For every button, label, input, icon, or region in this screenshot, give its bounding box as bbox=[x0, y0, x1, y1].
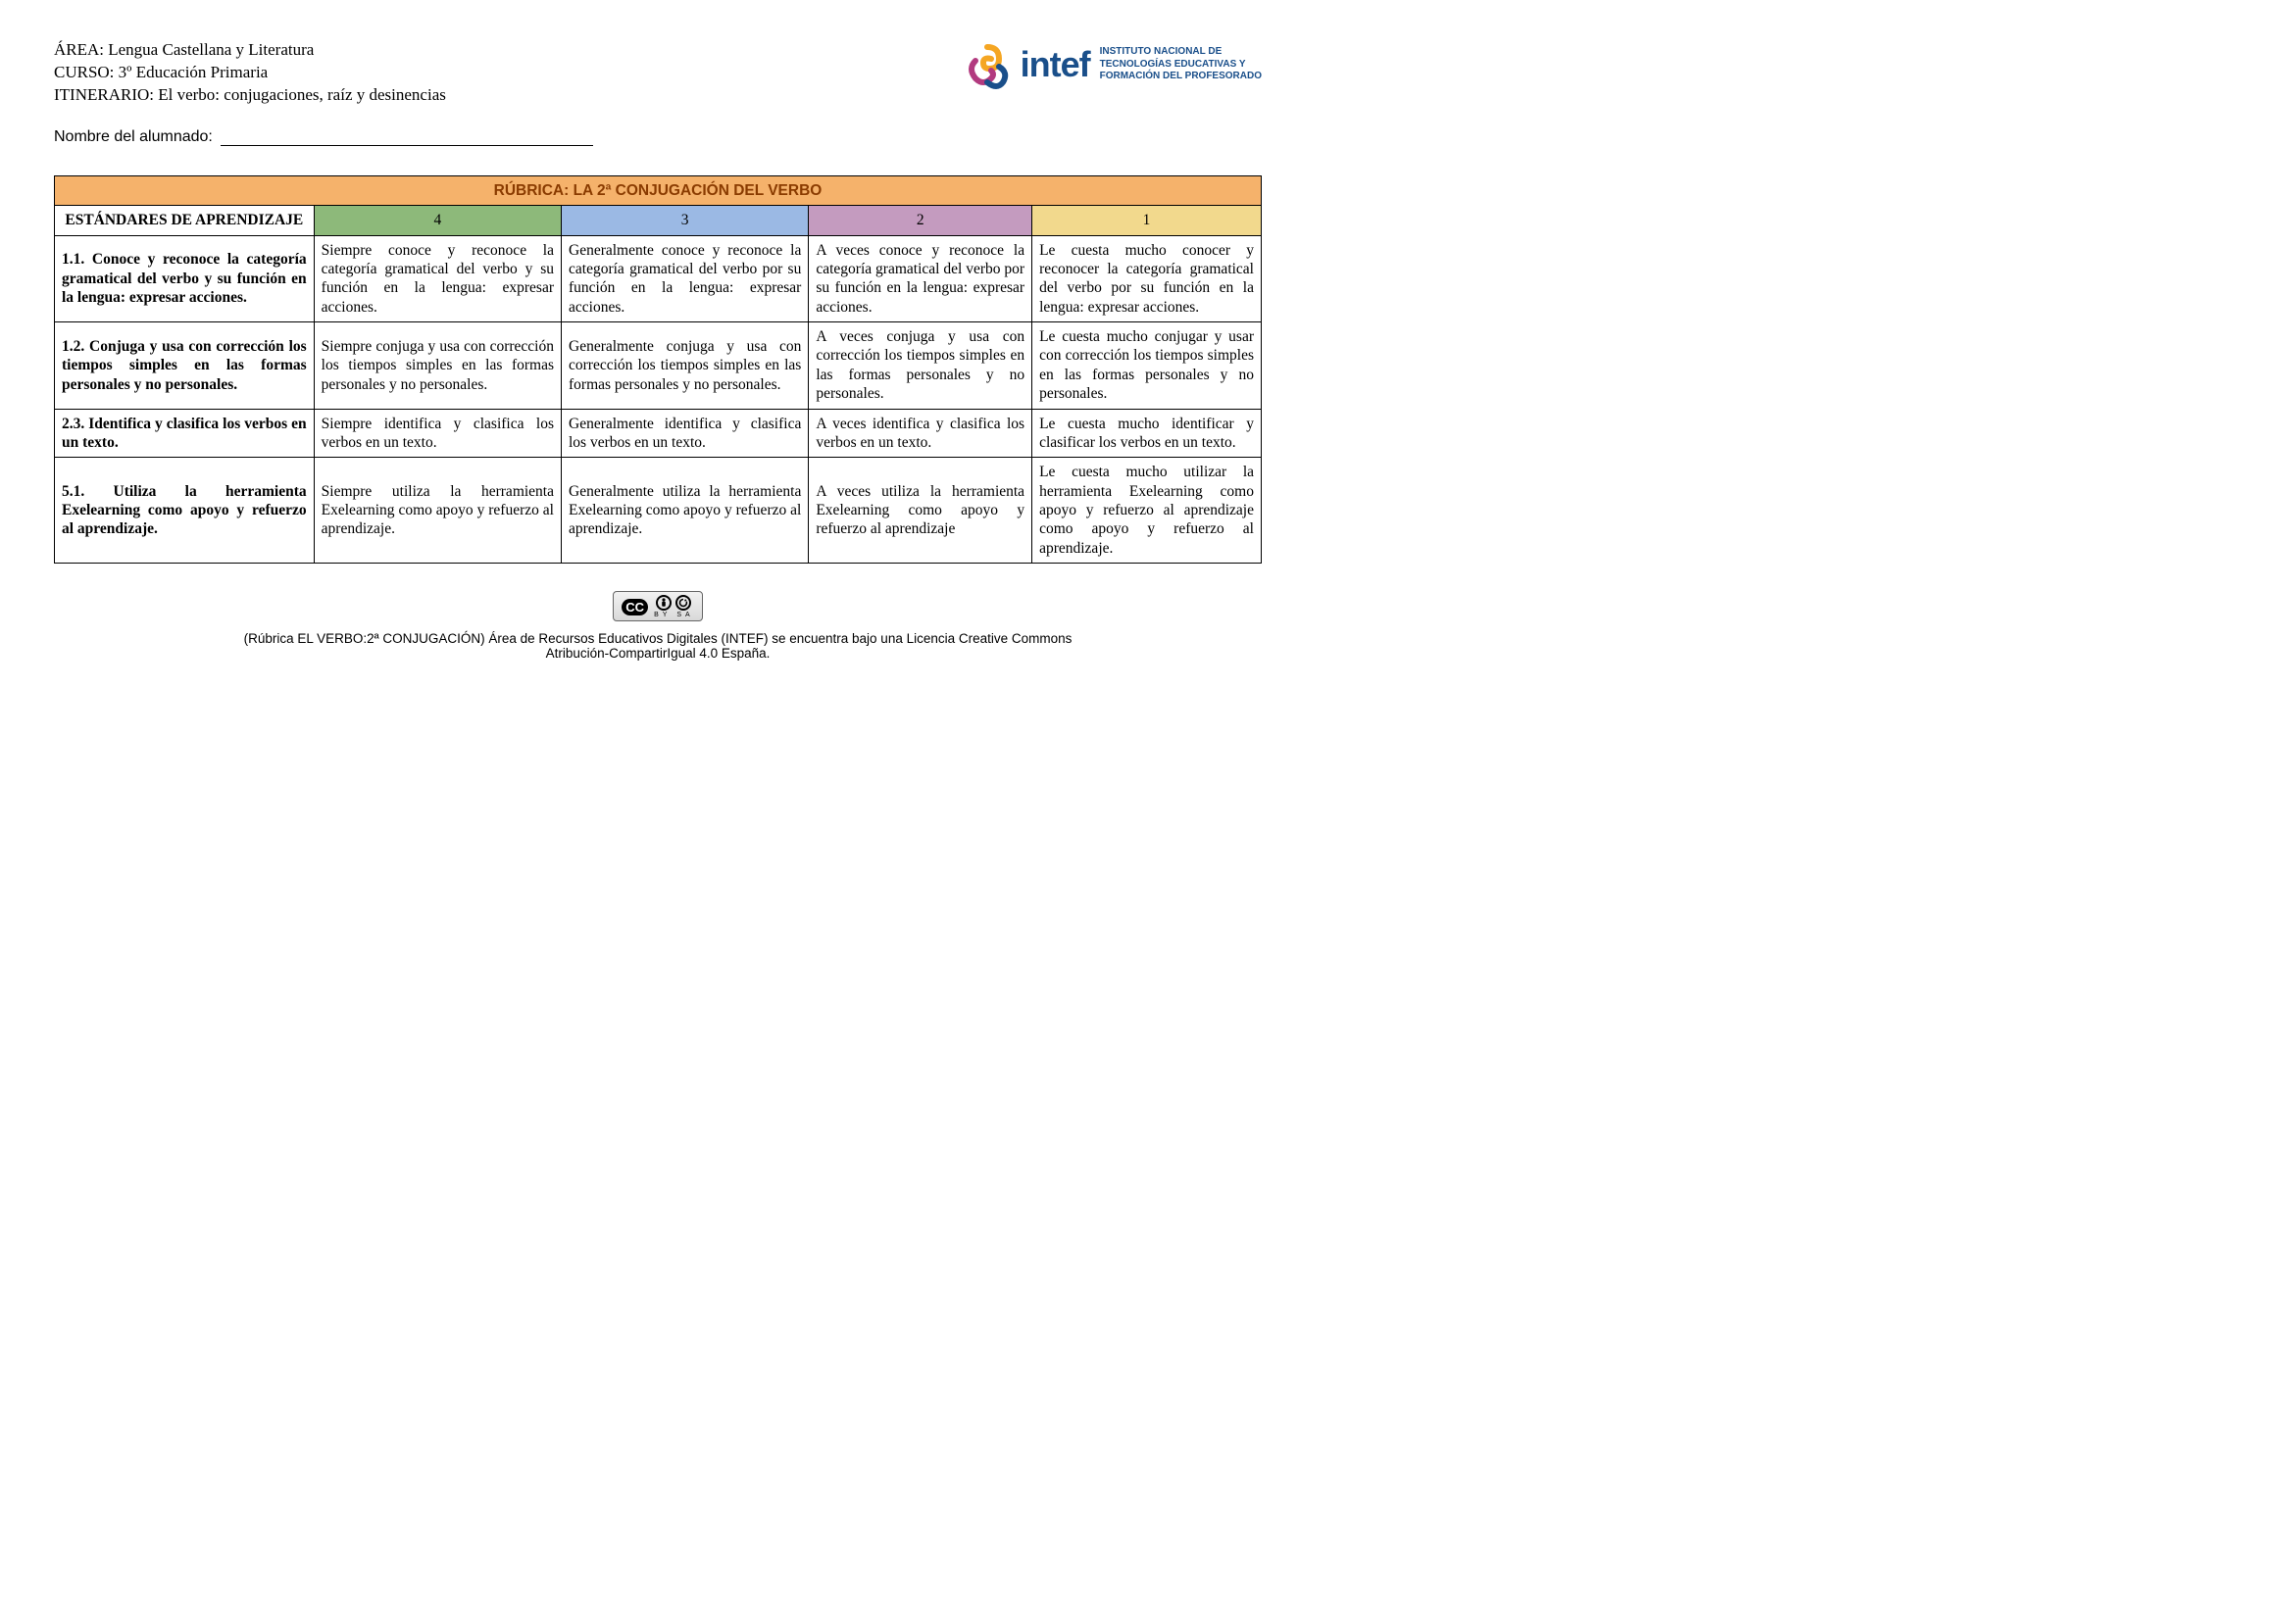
level-4-cell: Siempre conoce y reconoce la categoría g… bbox=[314, 235, 561, 322]
rubric-header-row: ESTÁNDARES DE APRENDIZAJE 4 3 2 1 bbox=[55, 206, 1262, 235]
rubric-row: 1.1. Conoce y reconoce la categoría gram… bbox=[55, 235, 1262, 322]
level-4-cell: Siempre conjuga y usa con corrección los… bbox=[314, 322, 561, 410]
rubric-title: RÚBRICA: LA 2ª CONJUGACIÓN DEL VERBO bbox=[55, 175, 1262, 205]
curso-value: 3º Educación Primaria bbox=[119, 63, 269, 81]
level-2-header: 2 bbox=[809, 206, 1032, 235]
standard-cell: 2.3. Identifica y clasifica los verbos e… bbox=[55, 409, 315, 458]
itinerario-line: ITINERARIO: El verbo: conjugaciones, raí… bbox=[54, 84, 446, 107]
cc-logo-icon: CC bbox=[622, 599, 648, 615]
level-3-cell: Generalmente identifica y clasifica los … bbox=[562, 409, 809, 458]
level-4-cell: Siempre utiliza la herramienta Exelearni… bbox=[314, 458, 561, 564]
level-3-cell: Generalmente conoce y reconoce la catego… bbox=[562, 235, 809, 322]
standard-cell: 1.1. Conoce y reconoce la categoría gram… bbox=[55, 235, 315, 322]
level-1-cell: Le cuesta mucho utilizar la herramienta … bbox=[1032, 458, 1262, 564]
student-name-line: Nombre del alumnado: bbox=[54, 128, 1262, 146]
cc-badge: CC BY SA bbox=[613, 591, 702, 621]
level-2-cell: A veces identifica y clasifica los verbo… bbox=[809, 409, 1032, 458]
rubric-title-row: RÚBRICA: LA 2ª CONJUGACIÓN DEL VERBO bbox=[55, 175, 1262, 205]
student-name-blank bbox=[221, 145, 593, 146]
meta-block: ÁREA: Lengua Castellana y Literatura CUR… bbox=[54, 39, 446, 107]
level-3-cell: Generalmente utiliza la herramienta Exel… bbox=[562, 458, 809, 564]
level-1-header: 1 bbox=[1032, 206, 1262, 235]
level-1-cell: Le cuesta mucho identificar y clasificar… bbox=[1032, 409, 1262, 458]
standards-column-header: ESTÁNDARES DE APRENDIZAJE bbox=[55, 206, 315, 235]
level-1-cell: Le cuesta mucho conjugar y usar con corr… bbox=[1032, 322, 1262, 410]
area-value: Lengua Castellana y Literatura bbox=[108, 40, 314, 59]
license-text: (Rúbrica EL VERBO:2ª CONJUGACIÓN) Área d… bbox=[217, 631, 1099, 661]
intef-logo: intef INSTITUTO NACIONAL DE TECNOLOGÍAS … bbox=[962, 39, 1262, 90]
document-header: ÁREA: Lengua Castellana y Literatura CUR… bbox=[54, 39, 1262, 107]
itinerario-label: ITINERARIO: bbox=[54, 85, 154, 104]
area-label: ÁREA: bbox=[54, 40, 104, 59]
level-3-cell: Generalmente conjuga y usa con correcció… bbox=[562, 322, 809, 410]
rubric-row: 2.3. Identifica y clasifica los verbos e… bbox=[55, 409, 1262, 458]
level-4-cell: Siempre identifica y clasifica los verbo… bbox=[314, 409, 561, 458]
curso-label: CURSO: bbox=[54, 63, 114, 81]
level-1-cell: Le cuesta mucho conocer y reconocer la c… bbox=[1032, 235, 1262, 322]
intef-sub-line2: TECNOLOGÍAS EDUCATIVAS Y bbox=[1100, 59, 1262, 72]
rubric-table: RÚBRICA: LA 2ª CONJUGACIÓN DEL VERBO EST… bbox=[54, 175, 1262, 564]
intef-subtitle: INSTITUTO NACIONAL DE TECNOLOGÍAS EDUCAT… bbox=[1100, 46, 1262, 83]
level-3-header: 3 bbox=[562, 206, 809, 235]
rubric-row: 1.2. Conjuga y usa con corrección los ti… bbox=[55, 322, 1262, 410]
level-4-header: 4 bbox=[314, 206, 561, 235]
intef-sub-line1: INSTITUTO NACIONAL DE bbox=[1100, 46, 1262, 59]
standard-cell: 1.2. Conjuga y usa con corrección los ti… bbox=[55, 322, 315, 410]
rubric-row: 5.1. Utiliza la herramienta Exelearning … bbox=[55, 458, 1262, 564]
cc-by-sa-icons: BY SA bbox=[654, 595, 694, 618]
cc-by-sa-label: BY SA bbox=[654, 612, 694, 618]
itinerario-value: El verbo: conjugaciones, raíz y desinenc… bbox=[158, 85, 446, 104]
intef-wordmark: intef bbox=[1021, 44, 1090, 85]
cc-by-icon bbox=[656, 595, 672, 611]
area-line: ÁREA: Lengua Castellana y Literatura bbox=[54, 39, 446, 62]
intef-logo-mark-icon bbox=[962, 39, 1013, 90]
level-2-cell: A veces conjuga y usa con corrección los… bbox=[809, 322, 1032, 410]
level-2-cell: A veces conoce y reconoce la categoría g… bbox=[809, 235, 1032, 322]
student-name-label: Nombre del alumnado: bbox=[54, 128, 213, 145]
intef-logo-text: intef INSTITUTO NACIONAL DE TECNOLOGÍAS … bbox=[1021, 44, 1262, 85]
curso-line: CURSO: 3º Educación Primaria bbox=[54, 62, 446, 84]
footer: CC BY SA (Rúbrica EL VERBO:2ª CONJUGACIÓ… bbox=[54, 591, 1262, 661]
standard-cell: 5.1. Utiliza la herramienta Exelearning … bbox=[55, 458, 315, 564]
cc-sa-icon bbox=[675, 595, 691, 611]
intef-sub-line3: FORMACIÓN DEL PROFESORADO bbox=[1100, 71, 1262, 83]
level-2-cell: A veces utiliza la herramienta Exelearni… bbox=[809, 458, 1032, 564]
